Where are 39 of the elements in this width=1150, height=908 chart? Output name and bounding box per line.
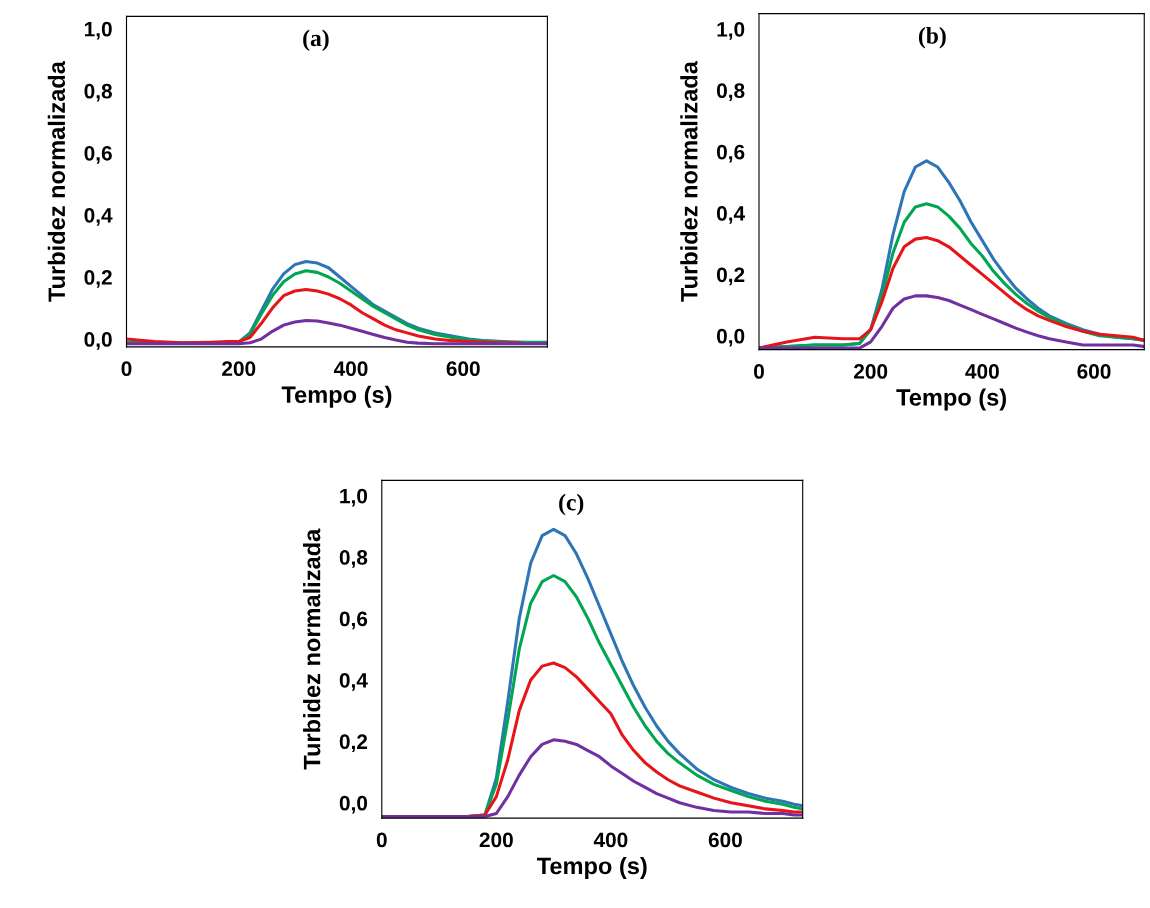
x-tick-label: 400 — [333, 361, 368, 377]
y-tick-label: 0,0 — [716, 328, 745, 347]
y-tick-label: 0,4 — [84, 207, 113, 226]
y-tick-label: 1,0 — [84, 21, 112, 40]
y-tick-label: 0,8 — [339, 550, 368, 568]
x-axis-title: Tempo (s) — [536, 856, 647, 879]
y-axis-title: Turbidez normalizada — [303, 528, 321, 770]
y-tick-label: 0,4 — [339, 672, 368, 691]
y-axis-title: Turbidez normalizada — [47, 60, 66, 302]
x-tick-label: 0 — [754, 364, 764, 379]
x-tick-label: 0 — [376, 832, 387, 848]
x-tick-label: 600 — [446, 361, 480, 377]
y-tick-label: 0,8 — [716, 83, 745, 102]
y-tick-label: 1,0 — [340, 488, 368, 507]
x-tick-label: 600 — [708, 832, 742, 848]
x-axis-title: Tempo (s) — [896, 388, 1006, 411]
x-tick-label: 0 — [121, 361, 132, 377]
x-tick-label: 400 — [965, 364, 999, 379]
annotation: (b) — [918, 27, 946, 49]
y-tick-label: 0,6 — [716, 144, 745, 163]
y-tick-label: 0,2 — [84, 270, 112, 288]
y-tick-label: 1,0 — [717, 21, 745, 40]
y-tick-label: 0,8 — [84, 83, 112, 102]
annotation: (c) — [559, 493, 584, 516]
y-tick-label: 0,2 — [716, 267, 745, 286]
x-tick-label: 200 — [222, 361, 256, 377]
x-tick-label: 400 — [593, 832, 628, 848]
y-tick-label: 0,4 — [716, 206, 745, 224]
x-axis-title: Tempo (s) — [281, 385, 392, 408]
annotation: (a) — [303, 29, 329, 51]
x-tick-label: 600 — [1077, 364, 1111, 379]
x-tick-label: 200 — [854, 364, 888, 379]
y-axis-title: Turbidez normalizada — [680, 60, 698, 302]
y-tick-label: 0,0 — [339, 795, 368, 814]
y-tick-label: 0,0 — [84, 332, 112, 350]
y-tick-label: 0,2 — [339, 734, 368, 753]
y-tick-label: 0,6 — [84, 145, 112, 164]
x-tick-label: 200 — [479, 832, 513, 848]
y-tick-label: 0,6 — [339, 611, 368, 630]
